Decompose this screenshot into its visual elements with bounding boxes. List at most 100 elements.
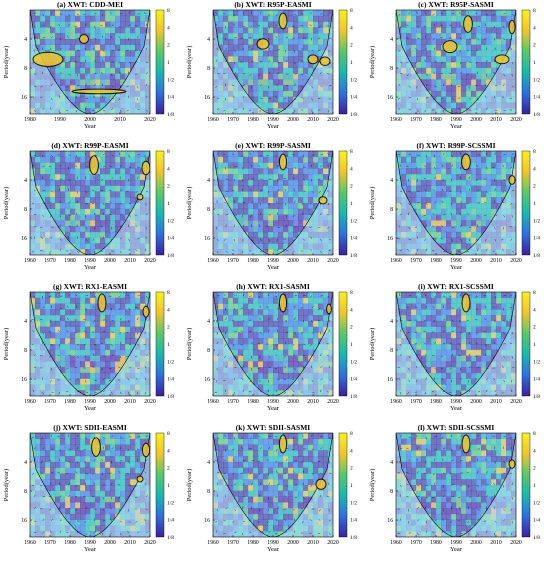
heat-cell (120, 191, 125, 197)
heat-cell (243, 168, 248, 174)
colorbar-tick-label: 1/2 (350, 359, 357, 365)
heat-cell (293, 304, 298, 310)
heat-cell (125, 197, 130, 203)
x-tick-label: 1980 (430, 117, 442, 123)
heat-cell (406, 27, 411, 33)
heat-cell (120, 50, 125, 56)
colorbar-tick-label: 1 (533, 201, 536, 207)
x-tick-label: 2000 (470, 117, 482, 123)
heat-cell (243, 197, 248, 203)
heat-cell (253, 62, 258, 68)
colorbar-tick-label: 1/8 (533, 253, 540, 259)
heat-cell (451, 62, 456, 68)
heat-cell (481, 174, 486, 180)
heat-cell (258, 74, 263, 80)
heat-cell (313, 186, 318, 192)
heat-cell (273, 91, 278, 97)
heat-cell (40, 22, 45, 28)
heat-cell (40, 180, 45, 186)
heat-cell (90, 203, 95, 209)
heat-cell (436, 304, 441, 310)
heat-cell (115, 338, 120, 344)
heat-cell (441, 68, 446, 74)
y-tick-label: 4 (207, 37, 210, 43)
significant-region (279, 13, 287, 29)
heat-cell (110, 168, 115, 174)
heat-cell (95, 197, 100, 203)
heat-cell (110, 338, 115, 344)
heat-cell (223, 10, 228, 16)
y-axis-label: Period(year) (3, 187, 10, 219)
heat-cell (278, 85, 283, 91)
heat-cell (263, 174, 268, 180)
heat-cell (110, 332, 115, 338)
heat-cell (55, 197, 60, 203)
heat-cell (401, 163, 406, 169)
heat-cell (283, 79, 288, 85)
heat-cell (318, 168, 323, 174)
heat-cell (238, 27, 243, 33)
panel-title: (a) XWT: CDD-MEI (57, 0, 123, 9)
heat-cell (466, 226, 471, 232)
heat-cell (431, 327, 436, 333)
heat-cell (238, 74, 243, 80)
heat-cell (125, 62, 130, 68)
heat-cell (456, 309, 461, 315)
heat-cell (120, 33, 125, 39)
heat-cell (243, 209, 248, 215)
heat-cell (476, 186, 481, 192)
heat-cell (110, 298, 115, 304)
heat-cell (273, 157, 278, 163)
heat-cell (80, 243, 85, 249)
significant-region (90, 156, 99, 175)
x-tick-label: 1960 (207, 399, 219, 405)
heat-cell (501, 16, 506, 22)
heat-cell (318, 163, 323, 169)
heat-cell (436, 74, 441, 80)
heat-cell (80, 197, 85, 203)
heat-cell (243, 27, 248, 33)
heat-cell (278, 384, 283, 390)
heat-cell (50, 68, 55, 74)
heat-cell (263, 151, 268, 157)
heat-cell (228, 309, 233, 315)
heat-cell (75, 191, 80, 197)
colorbar-tick-label: 1/4 (533, 95, 540, 101)
heat-cell (293, 197, 298, 203)
heat-cell (451, 321, 456, 327)
heat-cell (308, 344, 313, 350)
heat-cell (308, 298, 313, 304)
heat-cell (411, 327, 416, 333)
heat-cell (293, 321, 298, 327)
heat-cell (426, 45, 431, 51)
heat-cell (90, 327, 95, 333)
heat-cell (456, 151, 461, 157)
heat-cell (421, 39, 426, 45)
heat-cell (75, 321, 80, 327)
heat-cell (105, 367, 110, 373)
heat-cell (243, 338, 248, 344)
x-tick-label: 1970 (227, 399, 239, 405)
heat-cell (90, 356, 95, 362)
x-tick-label: 1980 (247, 399, 259, 405)
heat-cell (486, 74, 491, 80)
heat-cell (258, 22, 263, 28)
heat-cell (481, 27, 486, 33)
heat-cell (431, 68, 436, 74)
heat-cell (501, 327, 506, 333)
heat-cell (426, 50, 431, 56)
heat-cell (100, 356, 105, 362)
heat-cell (411, 16, 416, 22)
heat-cell (481, 203, 486, 209)
heat-cell (486, 39, 491, 45)
heat-cell (436, 215, 441, 221)
heat-cell (486, 321, 491, 327)
heat-cell (70, 338, 75, 344)
heat-cell (55, 186, 60, 192)
heat-cell (293, 180, 298, 186)
heat-cell (233, 209, 238, 215)
heat-cell (426, 163, 431, 169)
heat-cell (293, 16, 298, 22)
heat-cell (501, 151, 506, 157)
heat-cell (243, 186, 248, 192)
